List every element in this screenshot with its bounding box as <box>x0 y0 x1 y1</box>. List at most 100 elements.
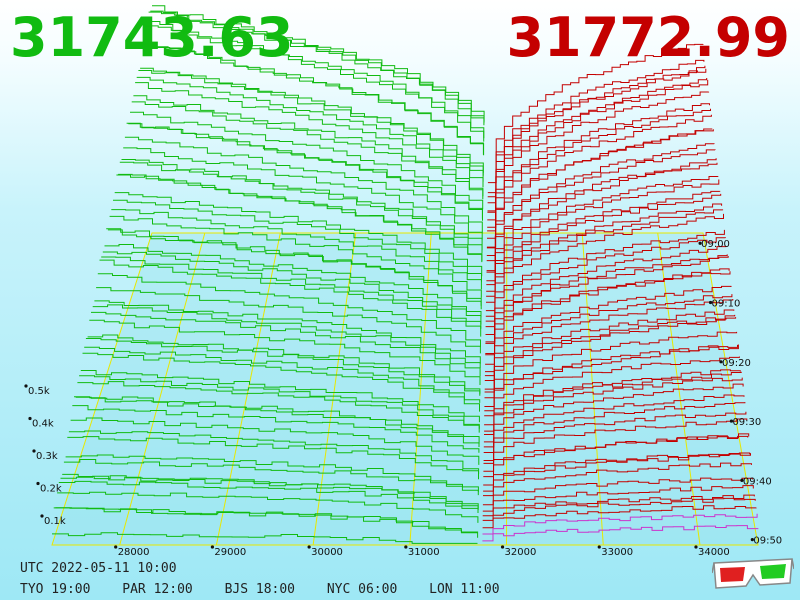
ask-depth-curve <box>482 485 754 512</box>
bid-depth-curve <box>145 25 485 142</box>
bid-depth-curve <box>75 396 480 444</box>
time-tick-label: 09:50 <box>753 536 782 547</box>
ask-depth-curve <box>486 203 723 303</box>
bid-depth-curve <box>102 251 482 325</box>
volume-tick-label: 0.2k <box>40 484 62 495</box>
ask-depth-curve <box>486 179 720 286</box>
bid-depth-curve <box>114 192 483 277</box>
ask-depth-curve <box>485 271 731 356</box>
ask-depth-curve <box>483 462 752 497</box>
bid-depth-curve <box>80 370 480 423</box>
volume-tick-label: 0.1k <box>44 516 66 527</box>
volume-tick-dot <box>28 416 32 421</box>
price-tick-dot <box>597 545 601 549</box>
bid-depth-curve <box>126 122 483 219</box>
ask-depth-curve <box>486 158 717 272</box>
ask-depth-curve <box>485 213 724 317</box>
ask-depth-curve <box>485 254 728 343</box>
ask-depth-curve <box>485 209 724 312</box>
bid-depth-curve <box>94 300 481 364</box>
ask-depth-curve <box>485 256 729 344</box>
timezone-lon: LON 11:00 <box>429 582 500 597</box>
price-tick-dot <box>694 545 698 549</box>
ask-depth-curve <box>484 299 734 377</box>
time-tick-label: 09:20 <box>722 358 751 369</box>
volume-tick-dot <box>36 481 40 486</box>
volume-tick-label: 0.3k <box>36 451 58 462</box>
ask-price: 31772.99 <box>506 6 790 69</box>
ask-depth-curve <box>483 453 751 492</box>
price-tick-dot <box>500 545 505 549</box>
ask-depth-curve <box>487 103 710 228</box>
ask-depth-curve <box>485 237 726 328</box>
ask-depth-curve <box>487 59 705 194</box>
bid-price: 31743.63 <box>10 6 294 69</box>
time-tick-label: 09:00 <box>701 239 730 250</box>
bid-depth-curve <box>107 229 482 310</box>
ask-depth-curve <box>484 377 743 435</box>
ask-depth-curve <box>483 394 745 448</box>
bid-depth-curve <box>130 111 484 210</box>
bid-depth-curve <box>52 532 478 544</box>
ask-depth-curve <box>482 494 755 517</box>
bid-depth-curve <box>91 311 481 377</box>
ask-depth-curve <box>484 344 738 407</box>
bid-depth-curve <box>136 76 484 182</box>
ask-depth-curve <box>485 285 732 365</box>
bid-depth-curve <box>135 82 484 188</box>
bid-depth-curve <box>111 209 482 290</box>
ask-depth-curve <box>486 176 719 282</box>
bid-depth-curve <box>84 346 481 403</box>
ask-depth-curve <box>486 143 715 256</box>
bid-depth-curve <box>57 491 479 523</box>
bid-depth-curve <box>74 396 480 447</box>
time-block: UTC 2022-05-11 10:00 TYO 19:00 PAR 12:00… <box>20 558 524 600</box>
ask-depth-curve <box>484 344 739 412</box>
ask-depth-curve <box>483 433 750 478</box>
bid-depth-curve <box>68 430 480 474</box>
bid-depth-curve <box>99 259 482 337</box>
time-tick-dot <box>750 538 754 542</box>
volume-tick-label: 0.4k <box>32 419 54 430</box>
ask-depth-curve <box>482 477 753 506</box>
time-tick-dot <box>719 360 723 364</box>
time-tick-label: 09:30 <box>732 417 761 428</box>
bid-depth-curve <box>119 161 483 254</box>
ask-depth-curve <box>485 246 727 335</box>
ask-depth-curve <box>484 371 742 432</box>
3d-glasses-icon[interactable] <box>712 555 794 591</box>
ask-depth-curve <box>487 108 711 232</box>
bid-depth-curve <box>92 304 481 368</box>
price-tick-label: 28000 <box>118 547 150 558</box>
bid-depth-curve <box>148 11 485 126</box>
price-tick-label: 30000 <box>311 547 343 558</box>
time-tick-dot <box>740 478 744 482</box>
price-tick-dot <box>114 545 118 549</box>
bid-depth-curve <box>101 256 482 329</box>
bid-depth-curve <box>113 199 482 282</box>
bid-depth-curve <box>96 287 481 354</box>
bid-depth-curve <box>89 319 481 385</box>
bid-depth-curve <box>138 70 484 176</box>
price-tick-label: 34000 <box>698 547 730 558</box>
time-tick-label: 09:40 <box>743 476 772 487</box>
price-tick-label: 33000 <box>601 547 633 558</box>
bid-depth-curve <box>70 417 480 465</box>
price-tick-label: 29000 <box>214 547 246 558</box>
ask-depth-curve <box>483 418 748 464</box>
depth-curves <box>52 5 759 544</box>
bid-depth-curve <box>123 147 483 240</box>
bid-depth-curve <box>60 475 479 509</box>
bid-depth-curve <box>104 244 482 318</box>
ask-depth-curve <box>487 43 704 184</box>
ask-depth-curve <box>484 314 736 390</box>
ask-depth-curve <box>483 411 747 461</box>
price-tick-dot <box>404 545 408 549</box>
ask-depth-curve <box>482 525 759 542</box>
bid-depth-curve <box>79 375 480 429</box>
ask-depth-curve <box>487 91 710 221</box>
bid-depth-curve <box>152 5 485 122</box>
ask-depth-curve <box>486 162 718 273</box>
ask-depth-curve <box>484 317 737 393</box>
